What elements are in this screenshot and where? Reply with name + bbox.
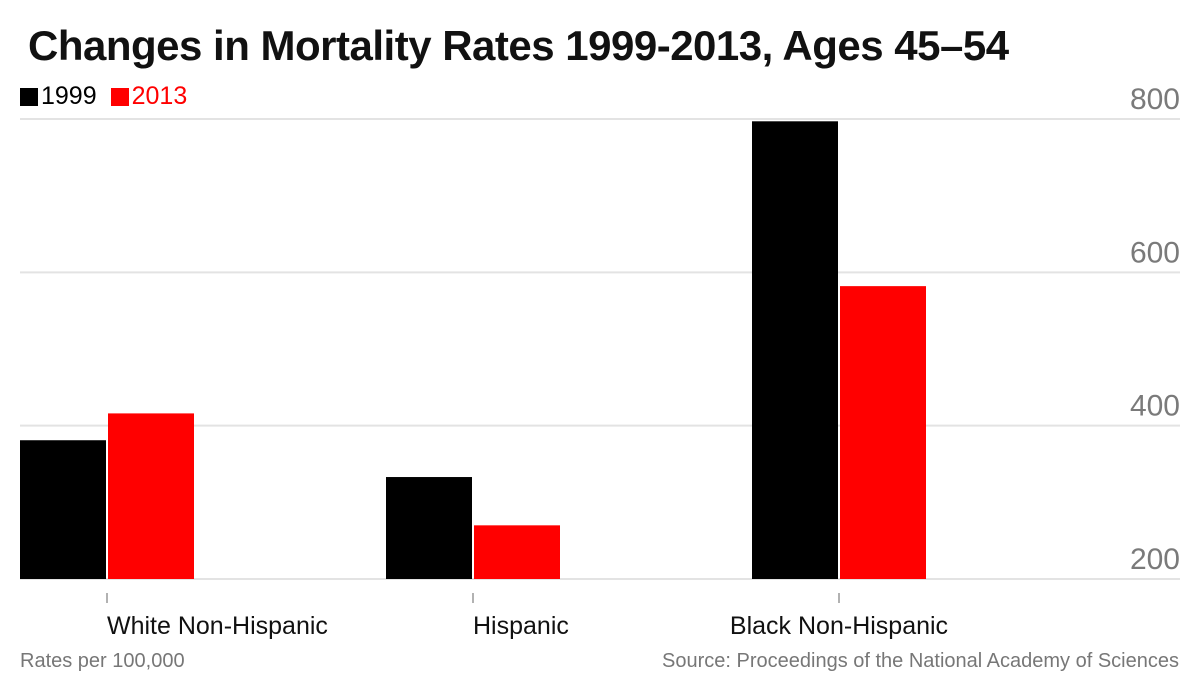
x-tick-label: Black Non-Hispanic xyxy=(730,612,948,640)
legend-swatch-2013 xyxy=(110,87,129,106)
legend-swatch-1999 xyxy=(20,87,38,106)
y-tick-label: 800 xyxy=(1130,83,1180,116)
legend-item-1999: 1999 xyxy=(20,82,97,111)
bar-2013 xyxy=(108,413,194,579)
chart-title: Changes in Mortality Rates 1999-2013, Ag… xyxy=(28,22,1009,69)
source-note: Source: Proceedings of the National Acad… xyxy=(662,650,1179,672)
y-tick-label: 600 xyxy=(1130,236,1180,269)
bar-1999 xyxy=(20,440,106,579)
bar-1999 xyxy=(752,121,838,580)
x-tick-label: Hispanic xyxy=(473,612,569,640)
legend-label-2013: 2013 xyxy=(131,82,188,110)
bar-2013 xyxy=(840,286,926,579)
bar-1999 xyxy=(386,477,472,579)
bar-2013 xyxy=(474,525,560,579)
legend-label-1999: 1999 xyxy=(41,82,97,110)
x-tick-label: White Non-Hispanic xyxy=(107,612,328,640)
legend: 1999 2013 xyxy=(20,82,201,111)
y-tick-label: 200 xyxy=(1130,543,1180,576)
units-note: Rates per 100,000 xyxy=(20,650,185,672)
legend-item-2013: 2013 xyxy=(110,82,188,111)
y-tick-label: 400 xyxy=(1130,390,1180,423)
